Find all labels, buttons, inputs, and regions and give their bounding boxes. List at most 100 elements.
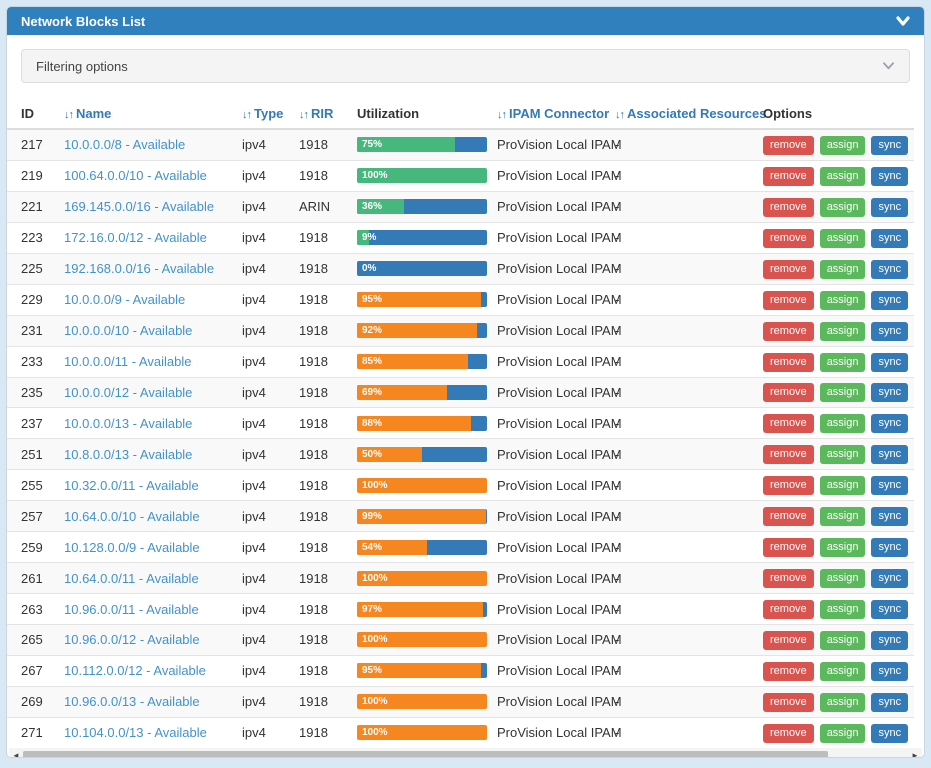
sync-button[interactable]: sync: [871, 445, 909, 465]
cell-associated-resources: -: [615, 221, 763, 254]
column-header-connector[interactable]: ↓↑ IPAM Connector: [497, 101, 615, 130]
remove-button[interactable]: remove: [763, 661, 814, 681]
assign-button[interactable]: assign: [819, 352, 866, 372]
remove-button[interactable]: remove: [763, 723, 814, 743]
assign-button[interactable]: assign: [819, 197, 866, 217]
sync-button[interactable]: sync: [871, 166, 909, 186]
sync-button[interactable]: sync: [871, 630, 909, 650]
remove-button[interactable]: remove: [763, 135, 814, 155]
sync-button[interactable]: sync: [871, 197, 909, 217]
assign-button[interactable]: assign: [819, 569, 866, 589]
assign-button[interactable]: assign: [819, 383, 866, 403]
scroll-right-arrow-icon[interactable]: ►: [911, 751, 919, 758]
assign-button[interactable]: assign: [819, 259, 866, 279]
remove-button[interactable]: remove: [763, 228, 814, 248]
column-header-name[interactable]: ↓↑ Name: [64, 101, 242, 130]
table-row: 257 10.64.0.0/10 - Available ipv4 1918 99% Pr…: [7, 500, 914, 532]
block-name-link[interactable]: 10.96.0.0/11 - Available: [64, 601, 199, 617]
assign-button[interactable]: assign: [819, 228, 866, 248]
remove-button[interactable]: remove: [763, 259, 814, 279]
remove-button[interactable]: remove: [763, 507, 814, 527]
sync-button[interactable]: sync: [871, 723, 909, 743]
remove-button[interactable]: remove: [763, 600, 814, 619]
block-name-link[interactable]: 10.112.0.0/12 - Available: [64, 663, 206, 679]
block-name-link[interactable]: 100.64.0.0/10 - Available: [64, 168, 207, 184]
block-name-link[interactable]: 192.168.0.0/16 - Available: [64, 261, 215, 277]
block-name-link[interactable]: 10.128.0.0/9 - Available: [64, 539, 200, 555]
scrollbar-thumb[interactable]: [23, 750, 829, 757]
assign-button[interactable]: assign: [819, 661, 866, 681]
remove-button[interactable]: remove: [763, 476, 814, 496]
remove-button[interactable]: remove: [763, 166, 814, 186]
sync-button[interactable]: sync: [871, 661, 909, 681]
block-name-link[interactable]: 10.0.0.0/13 - Available: [64, 415, 193, 431]
remove-button[interactable]: remove: [763, 692, 814, 712]
assign-button[interactable]: assign: [819, 600, 866, 619]
sync-button[interactable]: sync: [871, 321, 909, 341]
scrollbar-track[interactable]: [23, 750, 908, 757]
assign-button[interactable]: assign: [819, 290, 866, 310]
block-name-link[interactable]: 10.64.0.0/11 - Available: [64, 570, 199, 586]
remove-button[interactable]: remove: [763, 321, 814, 341]
sync-button[interactable]: sync: [871, 290, 909, 310]
block-name-link[interactable]: 10.96.0.0/12 - Available: [64, 632, 200, 648]
block-name-link[interactable]: 10.0.0.0/8 - Available: [64, 137, 186, 153]
sync-button[interactable]: sync: [871, 600, 909, 619]
scroll-left-arrow-icon[interactable]: ◄: [12, 751, 20, 758]
utilization-bar: 100%: [357, 570, 487, 586]
assign-button[interactable]: assign: [819, 538, 866, 558]
collapse-chevron-icon[interactable]: [896, 15, 910, 27]
column-header-resources[interactable]: ↓↑ Associated Resources: [615, 101, 766, 130]
remove-button[interactable]: remove: [763, 538, 814, 558]
assign-button[interactable]: assign: [819, 445, 866, 465]
block-name-link[interactable]: 10.96.0.0/13 - Available: [64, 694, 200, 710]
block-name-link[interactable]: 10.32.0.0/11 - Available: [64, 477, 199, 493]
panel-heading[interactable]: Network Blocks List: [7, 7, 924, 35]
block-name-link[interactable]: 10.0.0.0/9 - Available: [64, 292, 186, 308]
assign-button[interactable]: assign: [819, 723, 866, 743]
utilization-bar: 95%: [357, 292, 487, 308]
assign-button[interactable]: assign: [819, 507, 866, 527]
cell-id: 269: [7, 685, 64, 718]
sync-button[interactable]: sync: [871, 259, 909, 279]
block-name-link[interactable]: 10.0.0.0/11 - Available: [64, 354, 192, 370]
assign-button[interactable]: assign: [819, 321, 866, 341]
sync-button[interactable]: sync: [871, 476, 909, 496]
sync-button[interactable]: sync: [871, 383, 909, 403]
assign-button[interactable]: assign: [819, 476, 866, 496]
sync-button[interactable]: sync: [871, 507, 909, 527]
remove-button[interactable]: remove: [763, 445, 814, 465]
remove-button[interactable]: remove: [763, 569, 814, 589]
block-name-link[interactable]: 10.104.0.0/13 - Available: [64, 725, 207, 741]
cell-rir: ARIN: [299, 190, 357, 223]
block-name-link[interactable]: 10.0.0.0/12 - Available: [64, 384, 193, 400]
assign-button[interactable]: assign: [819, 692, 866, 712]
column-header-type[interactable]: ↓↑ Type: [242, 101, 299, 130]
remove-button[interactable]: remove: [763, 630, 814, 650]
block-name-link[interactable]: 10.8.0.0/13 - Available: [64, 446, 193, 462]
sync-button[interactable]: sync: [871, 414, 909, 434]
assign-button[interactable]: assign: [819, 135, 866, 155]
remove-button[interactable]: remove: [763, 290, 814, 310]
block-name-link[interactable]: 10.0.0.0/10 - Available: [64, 323, 193, 339]
sync-button[interactable]: sync: [871, 352, 909, 372]
sync-button[interactable]: sync: [871, 569, 909, 589]
remove-button[interactable]: remove: [763, 383, 814, 403]
block-name-link[interactable]: 10.64.0.0/10 - Available: [64, 508, 200, 524]
assign-button[interactable]: assign: [819, 166, 866, 186]
sync-button[interactable]: sync: [871, 228, 909, 248]
remove-button[interactable]: remove: [763, 414, 814, 434]
sync-button[interactable]: sync: [871, 135, 909, 155]
remove-button[interactable]: remove: [763, 352, 814, 372]
assign-button[interactable]: assign: [819, 630, 866, 650]
cell-ipam-connector: ProVision Local IPAM: [497, 190, 622, 223]
block-name-link[interactable]: 172.16.0.0/12 - Available: [64, 230, 207, 246]
sync-button[interactable]: sync: [871, 538, 909, 558]
sync-button[interactable]: sync: [871, 692, 909, 712]
filtering-options-toggle[interactable]: Filtering options: [21, 49, 910, 83]
assign-button[interactable]: assign: [819, 414, 866, 434]
remove-button[interactable]: remove: [763, 197, 814, 217]
horizontal-scrollbar[interactable]: ◄ ►: [9, 747, 922, 758]
column-header-rir[interactable]: ↓↑ RIR: [299, 101, 357, 130]
block-name-link[interactable]: 169.145.0.0/16 - Available: [64, 199, 215, 215]
